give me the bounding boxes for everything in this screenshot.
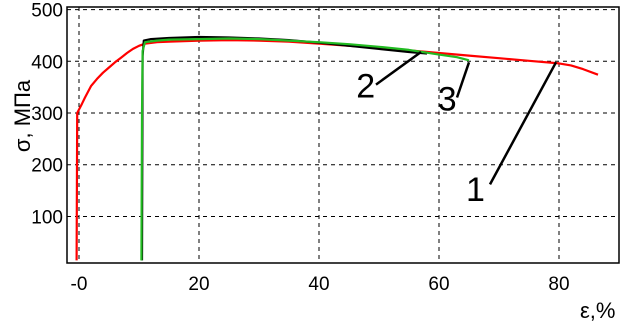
y-tick-label: 200 [31,156,63,177]
y-tick-label: 500 [31,1,63,22]
callout-line-1 [488,61,558,185]
y-tick-label: 400 [31,52,63,73]
y-axis-title: σ, МПа [10,79,35,152]
callout-label-3: 3 [438,80,457,118]
x-tick-label: 40 [308,274,329,295]
grid [67,7,619,263]
callout-label-1: 1 [466,171,485,209]
plot-area [66,6,620,264]
tick-labels: -0 20 40 60 80 100 200 300 400 500 [31,1,569,295]
x-tick-label: 80 [548,274,569,295]
x-tick-label: 60 [428,274,449,295]
y-tick-label: 300 [31,104,63,125]
curve-callouts: 1 2 3 [356,50,558,209]
series-3-line [140,37,470,261]
x-tick-label: 20 [188,274,209,295]
callout-line-2 [375,50,422,86]
callout-label-2: 2 [356,68,375,106]
x-tick-label: -0 [71,274,88,295]
series-1-line [75,39,599,261]
y-tick-label: 100 [31,207,63,228]
callout-line-3 [455,61,471,98]
data-series [75,35,599,261]
x-axis-title: ε,% [580,298,615,323]
